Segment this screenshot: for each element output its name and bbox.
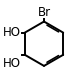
Text: HO: HO (3, 57, 21, 70)
Text: HO: HO (3, 26, 21, 39)
Text: Br: Br (37, 6, 51, 19)
